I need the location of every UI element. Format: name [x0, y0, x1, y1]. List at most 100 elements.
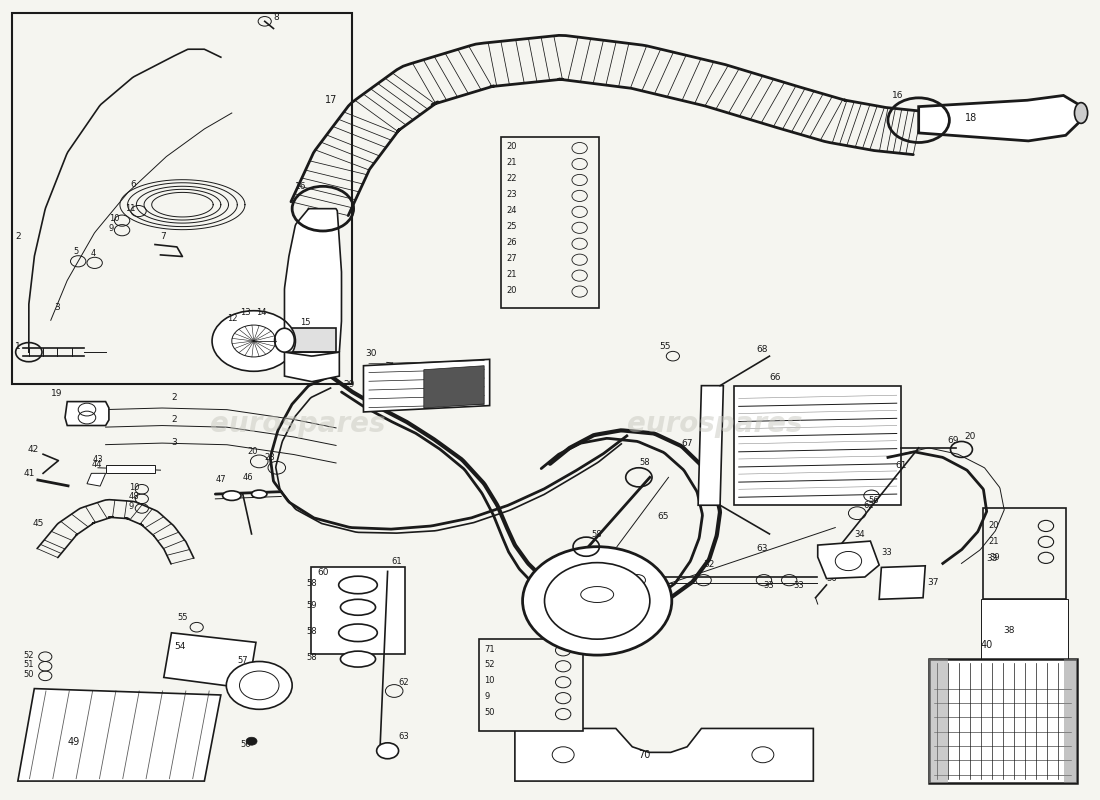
Text: 20: 20 [965, 433, 976, 442]
Text: 4: 4 [90, 249, 96, 258]
Text: 60: 60 [318, 568, 329, 577]
Text: 15: 15 [300, 318, 310, 326]
Text: 21: 21 [989, 537, 1000, 546]
Text: 20: 20 [506, 142, 517, 151]
Text: 70: 70 [638, 750, 650, 760]
Text: 10: 10 [129, 482, 140, 492]
Bar [1064, 659, 1077, 782]
Text: 62: 62 [864, 501, 874, 510]
Text: 67: 67 [682, 439, 693, 448]
Text: 52: 52 [484, 661, 495, 670]
Text: 1: 1 [14, 342, 20, 350]
Text: 59: 59 [307, 602, 317, 610]
Text: 41: 41 [23, 469, 35, 478]
Text: 45: 45 [32, 518, 44, 527]
Polygon shape [285, 209, 341, 356]
Text: 11: 11 [125, 205, 136, 214]
Circle shape [376, 743, 398, 758]
Text: 10: 10 [109, 214, 120, 223]
Circle shape [227, 662, 293, 710]
Text: 46: 46 [243, 473, 253, 482]
Text: 43: 43 [92, 454, 103, 464]
Text: 6: 6 [131, 180, 136, 189]
Polygon shape [735, 386, 901, 506]
Text: 58: 58 [307, 579, 317, 588]
Text: 62: 62 [398, 678, 409, 687]
Text: 16: 16 [296, 182, 307, 191]
Circle shape [212, 310, 296, 371]
Bar [928, 659, 1077, 782]
Polygon shape [65, 402, 109, 426]
Text: 18: 18 [965, 113, 977, 122]
Polygon shape [515, 729, 813, 781]
Text: 58: 58 [307, 654, 317, 662]
Text: 39: 39 [989, 553, 1000, 562]
Ellipse shape [339, 576, 377, 594]
Text: 48: 48 [129, 492, 140, 502]
Text: 49: 49 [67, 737, 79, 746]
Text: 40: 40 [980, 639, 992, 650]
Text: 16: 16 [892, 91, 904, 100]
Text: 30: 30 [365, 349, 377, 358]
Text: 55: 55 [177, 613, 187, 622]
Text: 69: 69 [947, 436, 959, 445]
Text: 63: 63 [757, 544, 768, 553]
Text: 52: 52 [23, 651, 34, 660]
Ellipse shape [222, 491, 241, 501]
Text: 57: 57 [238, 656, 248, 665]
Text: 31: 31 [614, 565, 625, 574]
Text: 9: 9 [129, 502, 134, 511]
Text: 10: 10 [484, 677, 495, 686]
Bar [106, 466, 155, 474]
Bar [12, 14, 352, 384]
Text: 8: 8 [274, 13, 279, 22]
Text: 33: 33 [987, 554, 998, 563]
Text: 24: 24 [506, 206, 517, 215]
Text: 50: 50 [484, 708, 495, 718]
Polygon shape [981, 599, 1068, 659]
Text: 33: 33 [763, 581, 773, 590]
Text: 9: 9 [109, 223, 114, 233]
Text: 3: 3 [172, 438, 177, 447]
Ellipse shape [1075, 102, 1088, 123]
Text: 61: 61 [390, 557, 402, 566]
Text: 12: 12 [228, 314, 238, 323]
Text: eurospares: eurospares [627, 410, 802, 438]
Ellipse shape [275, 328, 295, 352]
Text: 63: 63 [398, 732, 409, 742]
Text: 35: 35 [857, 558, 868, 567]
Text: 5: 5 [74, 247, 79, 257]
Text: 34: 34 [854, 530, 865, 538]
Circle shape [522, 546, 672, 655]
Text: 25: 25 [506, 222, 517, 231]
Text: 23: 23 [506, 190, 517, 199]
Text: 47: 47 [216, 474, 225, 484]
Text: 20: 20 [989, 521, 1000, 530]
Polygon shape [285, 328, 336, 352]
Text: 33: 33 [881, 548, 892, 557]
Text: 68: 68 [757, 345, 768, 354]
Polygon shape [363, 359, 490, 412]
Text: 36: 36 [826, 574, 837, 583]
Text: 20: 20 [506, 286, 517, 294]
Text: 56: 56 [241, 740, 251, 749]
Text: 44: 44 [91, 460, 102, 470]
Text: 20: 20 [248, 447, 257, 456]
Text: 53: 53 [245, 700, 255, 710]
Text: 3: 3 [54, 303, 59, 312]
Polygon shape [164, 633, 256, 689]
Polygon shape [18, 689, 221, 781]
Text: 56: 56 [868, 496, 879, 506]
Polygon shape [311, 567, 405, 654]
Text: 29: 29 [343, 380, 355, 389]
Text: 58: 58 [639, 458, 649, 467]
Polygon shape [424, 366, 484, 408]
Ellipse shape [339, 624, 377, 642]
Text: 42: 42 [28, 446, 38, 454]
Text: 7: 7 [161, 231, 166, 241]
Ellipse shape [252, 490, 267, 498]
Text: 61: 61 [895, 461, 908, 470]
Text: 71: 71 [484, 645, 495, 654]
Text: 19: 19 [51, 390, 63, 398]
Bar [500, 137, 600, 308]
